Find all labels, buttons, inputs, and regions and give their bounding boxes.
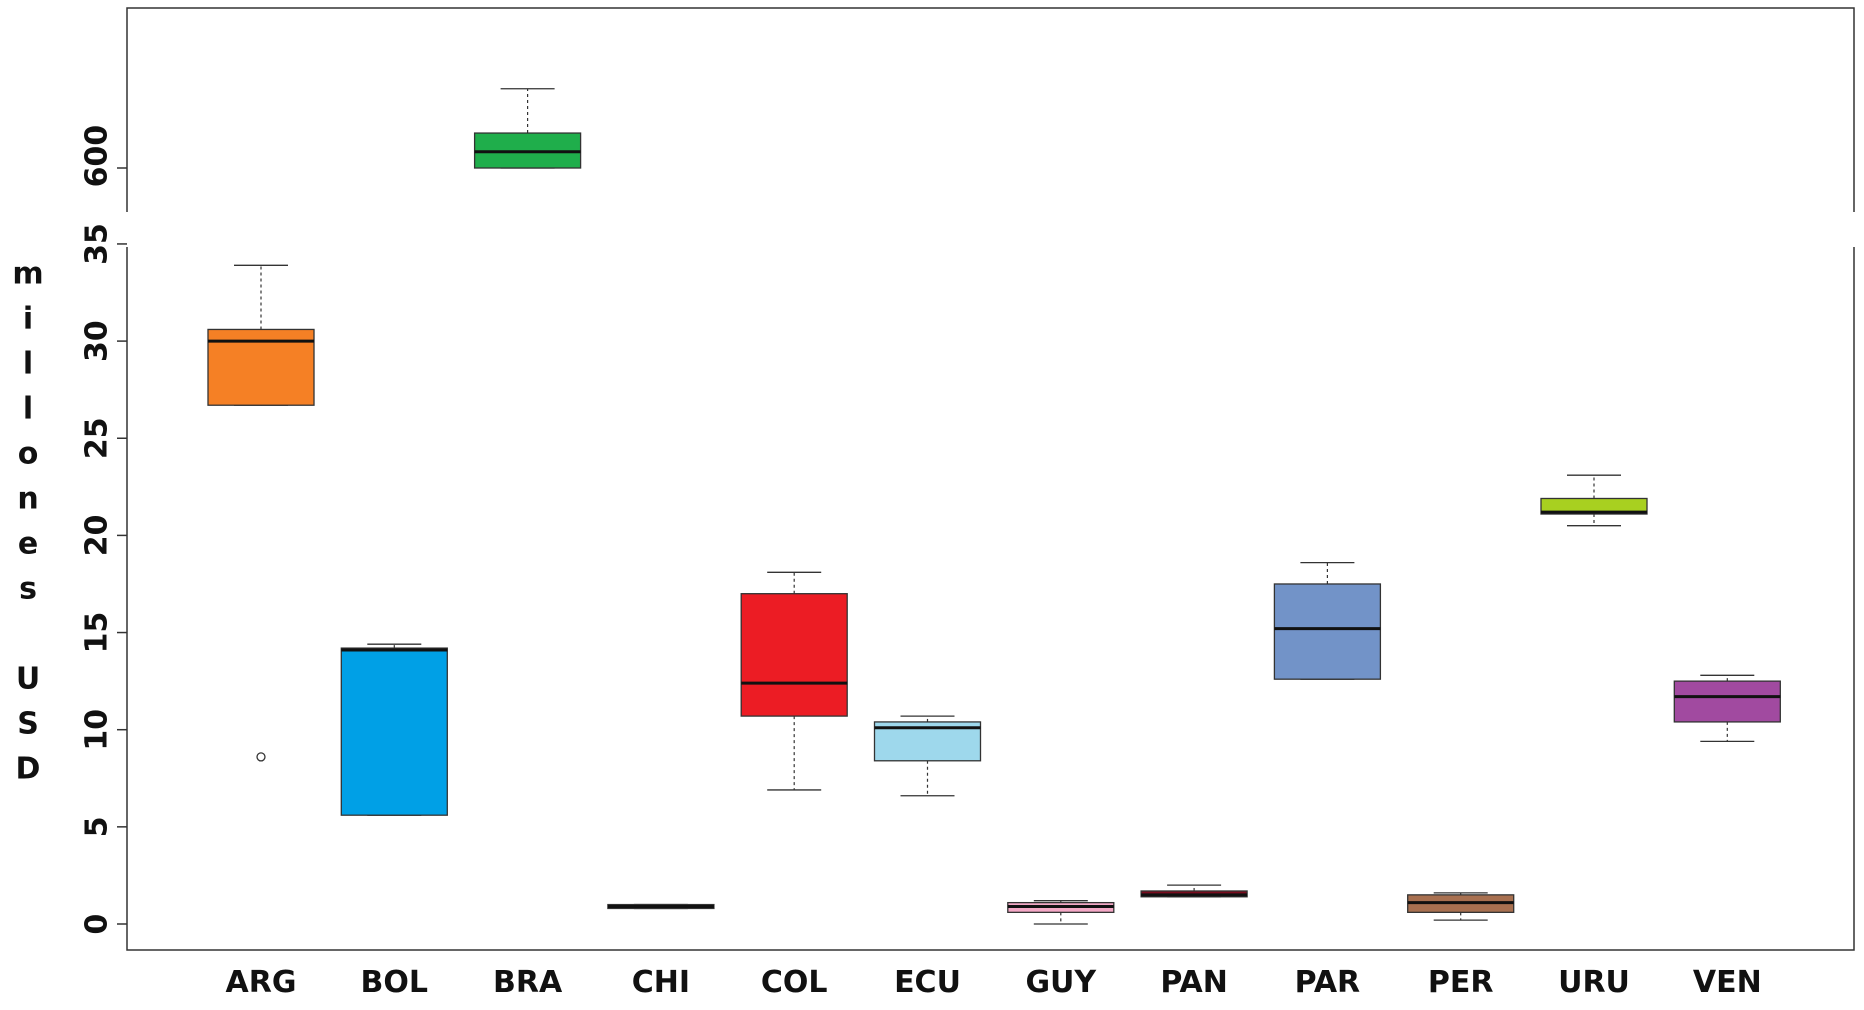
x-category-label: ECU bbox=[894, 965, 961, 1000]
y-tick-label: 5 bbox=[80, 816, 115, 837]
box-par bbox=[1273, 583, 1382, 680]
y-axis-label-char: n bbox=[17, 482, 38, 517]
x-category-label: BOL bbox=[361, 965, 429, 1000]
y-axis-label-char: o bbox=[18, 437, 39, 472]
y-axis-label-char: i bbox=[23, 302, 33, 337]
x-category-label: GUY bbox=[1025, 965, 1097, 1000]
y-tick-label: 600 bbox=[80, 125, 115, 188]
y-tick-label: 30 bbox=[80, 320, 115, 362]
y-axis-label-char: U bbox=[16, 662, 40, 697]
x-category-label: URU bbox=[1558, 965, 1630, 1000]
x-category-label: CHI bbox=[632, 965, 690, 1000]
y-tick-label: 20 bbox=[80, 515, 115, 557]
y-tick-label: 25 bbox=[80, 417, 115, 459]
y-axis-label-char: s bbox=[19, 572, 37, 607]
x-category-label: PAN bbox=[1160, 965, 1228, 1000]
y-axis-label-char: l bbox=[23, 392, 33, 427]
x-category-label: VEN bbox=[1693, 965, 1762, 1000]
box-bol bbox=[340, 647, 448, 816]
x-category-label: PAR bbox=[1295, 965, 1361, 1000]
y-tick-label: 15 bbox=[80, 612, 115, 654]
y-tick-label: 10 bbox=[80, 709, 115, 751]
y-tick-label: 35 bbox=[80, 223, 115, 265]
box-uru bbox=[1540, 497, 1648, 515]
box-ven bbox=[1673, 680, 1781, 723]
y-axis-label-char: l bbox=[23, 347, 33, 382]
outlier-point bbox=[256, 752, 266, 762]
box-col bbox=[740, 593, 848, 717]
x-category-label: COL bbox=[761, 965, 828, 1000]
y-axis-label-char: S bbox=[17, 707, 39, 742]
y-tick-label: 0 bbox=[80, 914, 115, 935]
x-category-label: ARG bbox=[226, 965, 297, 1000]
y-axis-label-char: e bbox=[18, 527, 38, 562]
lower-panel-frame bbox=[126, 247, 1855, 951]
x-category-label: PER bbox=[1428, 965, 1494, 1000]
x-category-label: BRA bbox=[493, 965, 563, 1000]
y-axis-label-char: m bbox=[12, 257, 43, 292]
y-axis-label-char: D bbox=[16, 752, 41, 787]
upper-panel-frame bbox=[126, 7, 1855, 212]
